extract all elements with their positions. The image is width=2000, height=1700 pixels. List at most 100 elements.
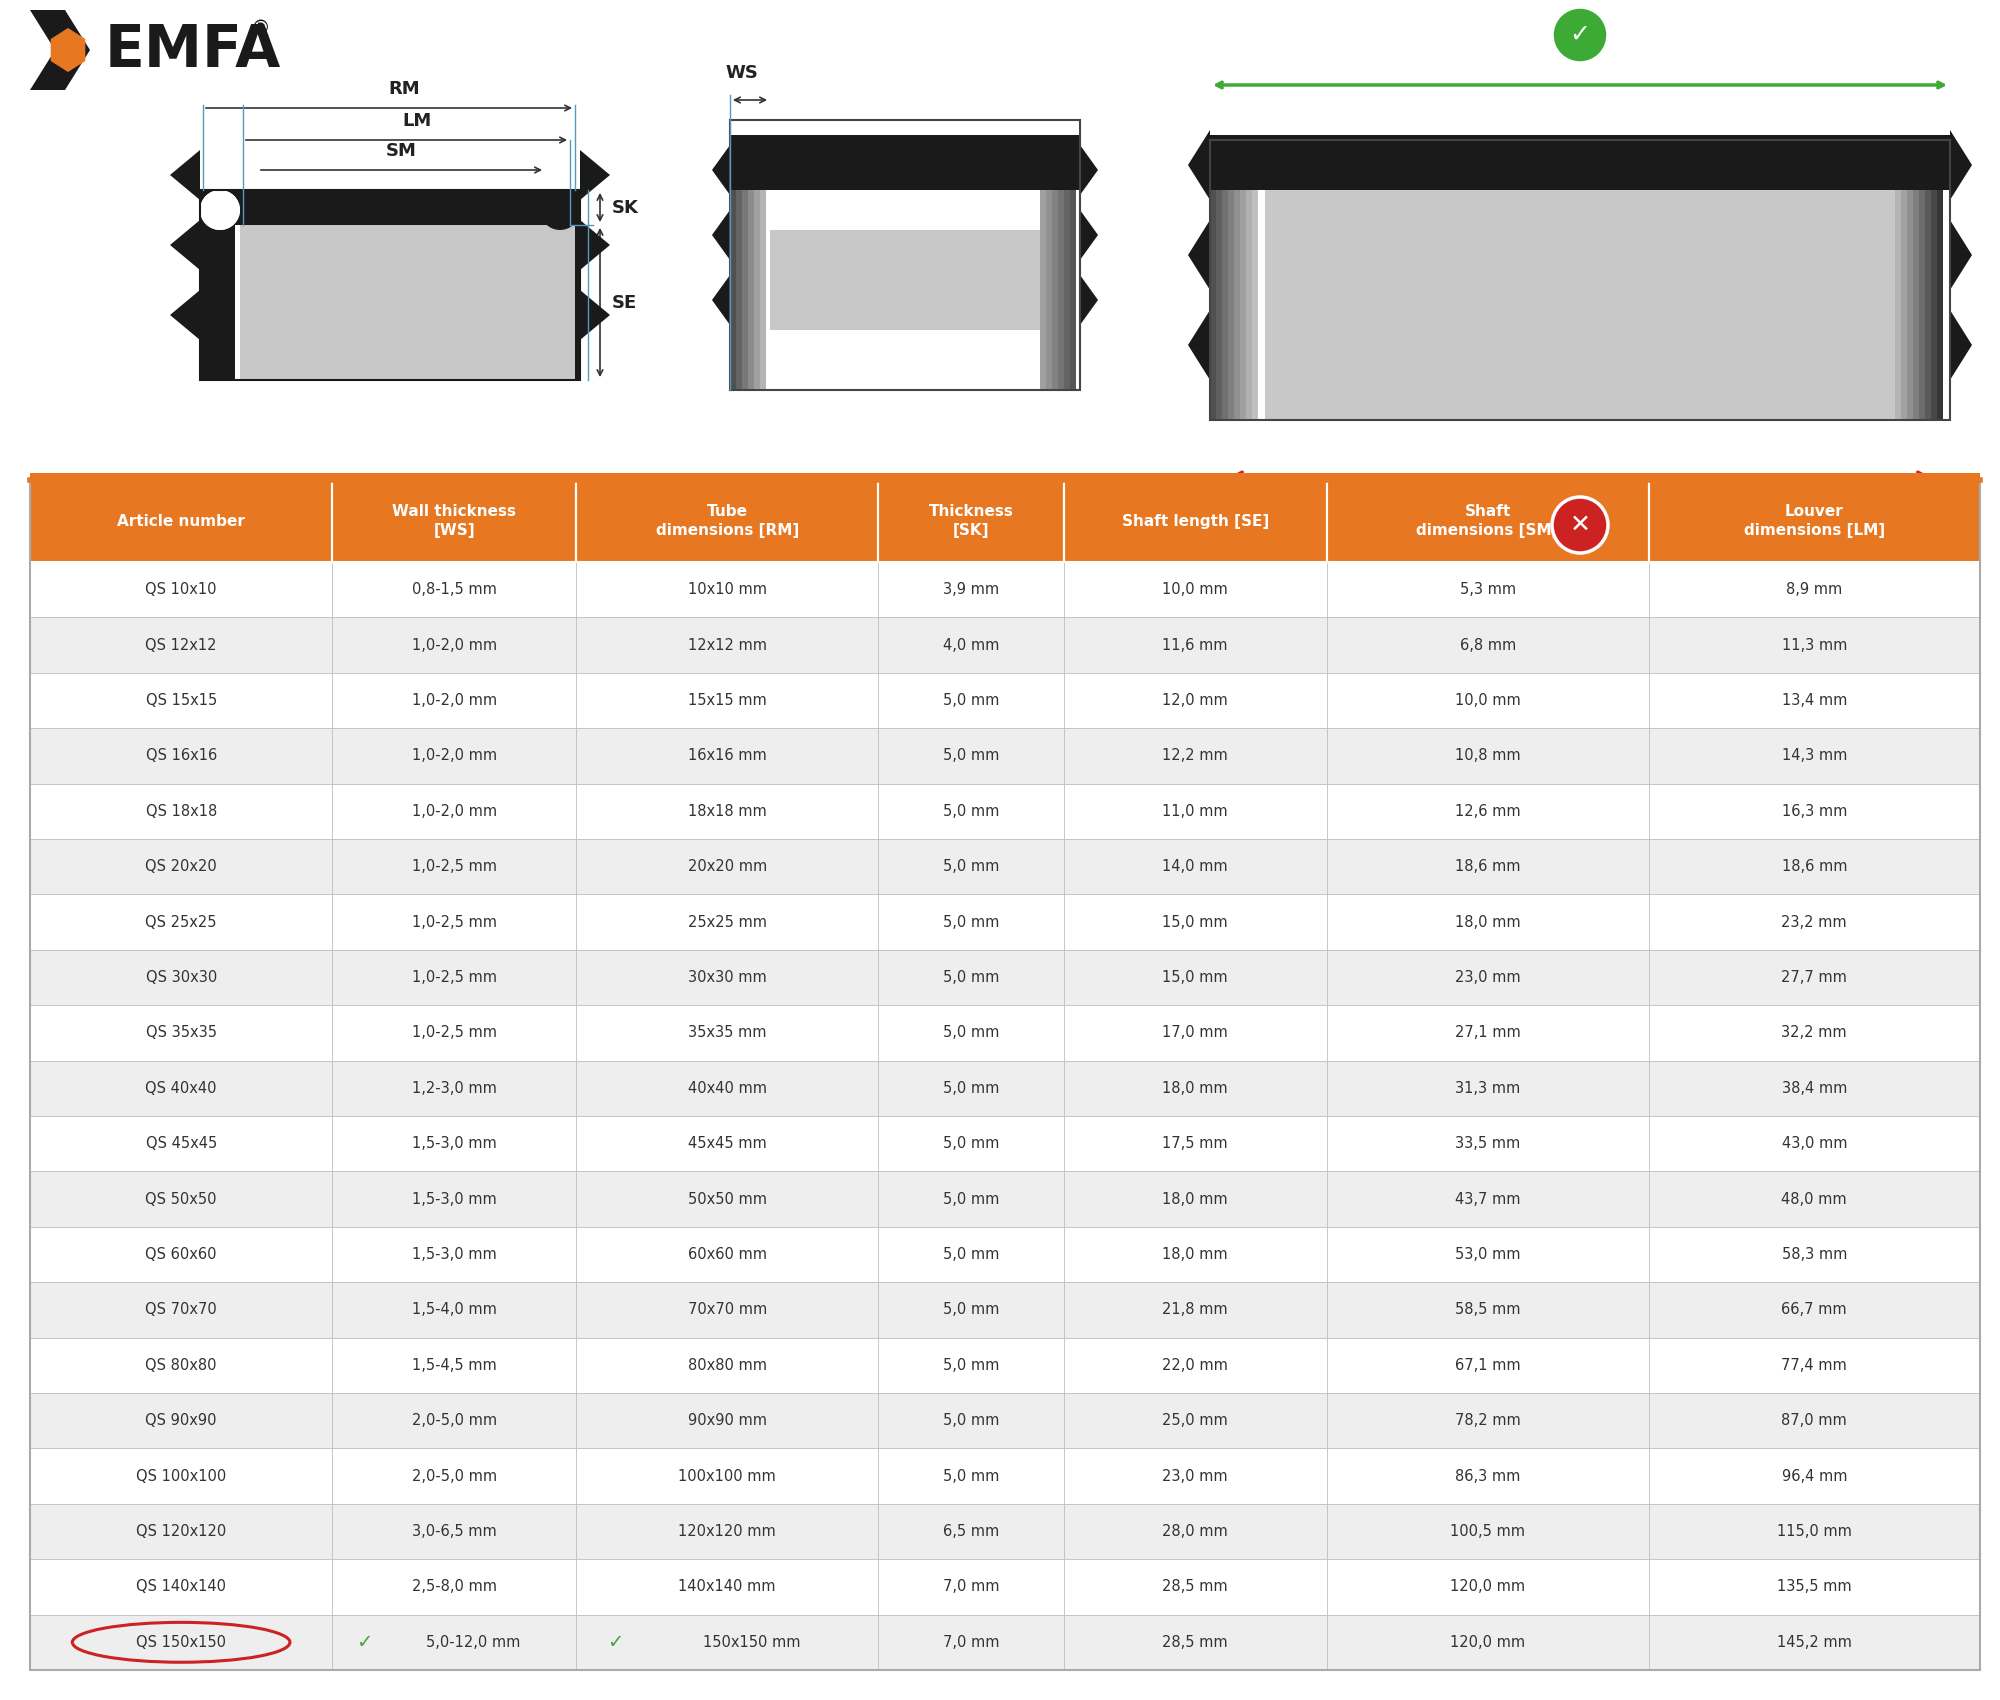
Polygon shape bbox=[1188, 219, 1210, 291]
Circle shape bbox=[1552, 7, 1608, 63]
Bar bbox=[332, 1227, 576, 1282]
Bar bbox=[1064, 1338, 1326, 1392]
Text: 7,0 mm: 7,0 mm bbox=[942, 1579, 1000, 1595]
Bar bbox=[1064, 784, 1326, 840]
Bar bbox=[332, 479, 576, 563]
Bar bbox=[30, 1338, 332, 1392]
Bar bbox=[878, 1559, 1064, 1615]
Text: 80x80 mm: 80x80 mm bbox=[688, 1358, 766, 1374]
Polygon shape bbox=[712, 144, 730, 196]
Bar bbox=[1648, 784, 1980, 840]
Text: 145,2 mm: 145,2 mm bbox=[1776, 1635, 1852, 1649]
Text: 23,0 mm: 23,0 mm bbox=[1454, 971, 1520, 984]
Polygon shape bbox=[1188, 309, 1210, 381]
Circle shape bbox=[1050, 139, 1080, 170]
Bar bbox=[576, 1282, 878, 1338]
Bar bbox=[878, 894, 1064, 950]
Bar bbox=[576, 1504, 878, 1559]
Text: 5,0 mm: 5,0 mm bbox=[942, 694, 1000, 707]
Text: 120,0 mm: 120,0 mm bbox=[1450, 1635, 1526, 1649]
Bar bbox=[1648, 673, 1980, 728]
Text: 20x20 mm: 20x20 mm bbox=[688, 858, 766, 874]
Text: SE: SE bbox=[612, 294, 638, 311]
Text: QS 140x140: QS 140x140 bbox=[136, 1579, 226, 1595]
Bar bbox=[1064, 673, 1326, 728]
Bar bbox=[1326, 1559, 1648, 1615]
Bar bbox=[1046, 139, 1052, 389]
Text: 1,5-3,0 mm: 1,5-3,0 mm bbox=[412, 1248, 496, 1261]
Text: 5,0 mm: 5,0 mm bbox=[942, 1248, 1000, 1261]
Text: 11,0 mm: 11,0 mm bbox=[1162, 804, 1228, 819]
Text: 28,5 mm: 28,5 mm bbox=[1162, 1579, 1228, 1595]
Bar bbox=[1326, 1171, 1648, 1227]
Text: 5,0 mm: 5,0 mm bbox=[942, 915, 1000, 930]
Text: 10,0 mm: 10,0 mm bbox=[1454, 694, 1520, 707]
Text: ✓: ✓ bbox=[1570, 24, 1590, 48]
Bar bbox=[200, 190, 580, 224]
Bar bbox=[1064, 1615, 1326, 1669]
Text: 100,5 mm: 100,5 mm bbox=[1450, 1523, 1526, 1538]
Text: 28,0 mm: 28,0 mm bbox=[1162, 1523, 1228, 1538]
Bar bbox=[576, 1338, 878, 1392]
Text: 5,3 mm: 5,3 mm bbox=[1460, 581, 1516, 597]
Text: 1,5-3,0 mm: 1,5-3,0 mm bbox=[412, 1192, 496, 1207]
Text: 14,0 mm: 14,0 mm bbox=[1162, 858, 1228, 874]
Bar bbox=[1896, 139, 1900, 420]
Bar bbox=[1648, 1115, 1980, 1171]
Bar bbox=[1326, 840, 1648, 894]
Bar bbox=[878, 1448, 1064, 1504]
Bar bbox=[1326, 479, 1648, 563]
Text: 43,0 mm: 43,0 mm bbox=[1782, 1136, 1848, 1151]
Polygon shape bbox=[1950, 219, 1972, 291]
Text: 25,0 mm: 25,0 mm bbox=[1162, 1413, 1228, 1428]
Bar bbox=[1648, 1282, 1980, 1338]
Bar bbox=[30, 1615, 332, 1669]
Text: QS 18x18: QS 18x18 bbox=[146, 804, 216, 819]
Text: 1,0-2,0 mm: 1,0-2,0 mm bbox=[412, 638, 496, 653]
Text: QS 35x35: QS 35x35 bbox=[146, 1025, 216, 1040]
Text: 23,0 mm: 23,0 mm bbox=[1162, 1469, 1228, 1484]
Text: 5,0 mm: 5,0 mm bbox=[942, 804, 1000, 819]
Text: RM: RM bbox=[388, 80, 420, 99]
Bar bbox=[30, 784, 332, 840]
Text: 30x30 mm: 30x30 mm bbox=[688, 971, 766, 984]
Text: 28,5 mm: 28,5 mm bbox=[1162, 1635, 1228, 1649]
Text: 15,0 mm: 15,0 mm bbox=[1162, 971, 1228, 984]
Text: 5,0 mm: 5,0 mm bbox=[942, 1302, 1000, 1318]
Text: QS 150x150: QS 150x150 bbox=[136, 1635, 226, 1649]
Bar bbox=[30, 728, 332, 784]
Text: 43,7 mm: 43,7 mm bbox=[1454, 1192, 1520, 1207]
Text: QS 60x60: QS 60x60 bbox=[146, 1248, 216, 1261]
Bar bbox=[576, 479, 878, 563]
Text: 86,3 mm: 86,3 mm bbox=[1454, 1469, 1520, 1484]
Bar bbox=[576, 1227, 878, 1282]
Bar bbox=[1648, 840, 1980, 894]
Bar bbox=[30, 950, 332, 1005]
Bar bbox=[30, 563, 332, 617]
Bar bbox=[1210, 134, 1950, 190]
Text: 18x18 mm: 18x18 mm bbox=[688, 804, 766, 819]
Bar bbox=[576, 840, 878, 894]
Text: 5,0 mm: 5,0 mm bbox=[942, 1413, 1000, 1428]
Text: 1,0-2,0 mm: 1,0-2,0 mm bbox=[412, 748, 496, 763]
Bar bbox=[576, 224, 580, 381]
Bar bbox=[878, 1005, 1064, 1061]
Text: 60x60 mm: 60x60 mm bbox=[688, 1248, 766, 1261]
Text: 35x35 mm: 35x35 mm bbox=[688, 1025, 766, 1040]
Polygon shape bbox=[1950, 129, 1972, 201]
Circle shape bbox=[1552, 496, 1608, 552]
Polygon shape bbox=[30, 10, 90, 90]
Text: 1,2-3,0 mm: 1,2-3,0 mm bbox=[412, 1081, 496, 1096]
Bar bbox=[760, 139, 766, 389]
Polygon shape bbox=[580, 150, 610, 201]
Text: 3,9 mm: 3,9 mm bbox=[942, 581, 998, 597]
Text: 77,4 mm: 77,4 mm bbox=[1782, 1358, 1848, 1374]
Bar bbox=[332, 950, 576, 1005]
Bar bbox=[1326, 1282, 1648, 1338]
Polygon shape bbox=[712, 211, 730, 260]
Bar bbox=[736, 139, 742, 389]
Bar bbox=[1234, 139, 1240, 420]
Bar bbox=[1326, 1227, 1648, 1282]
Bar bbox=[1064, 1448, 1326, 1504]
Bar bbox=[30, 1115, 332, 1171]
